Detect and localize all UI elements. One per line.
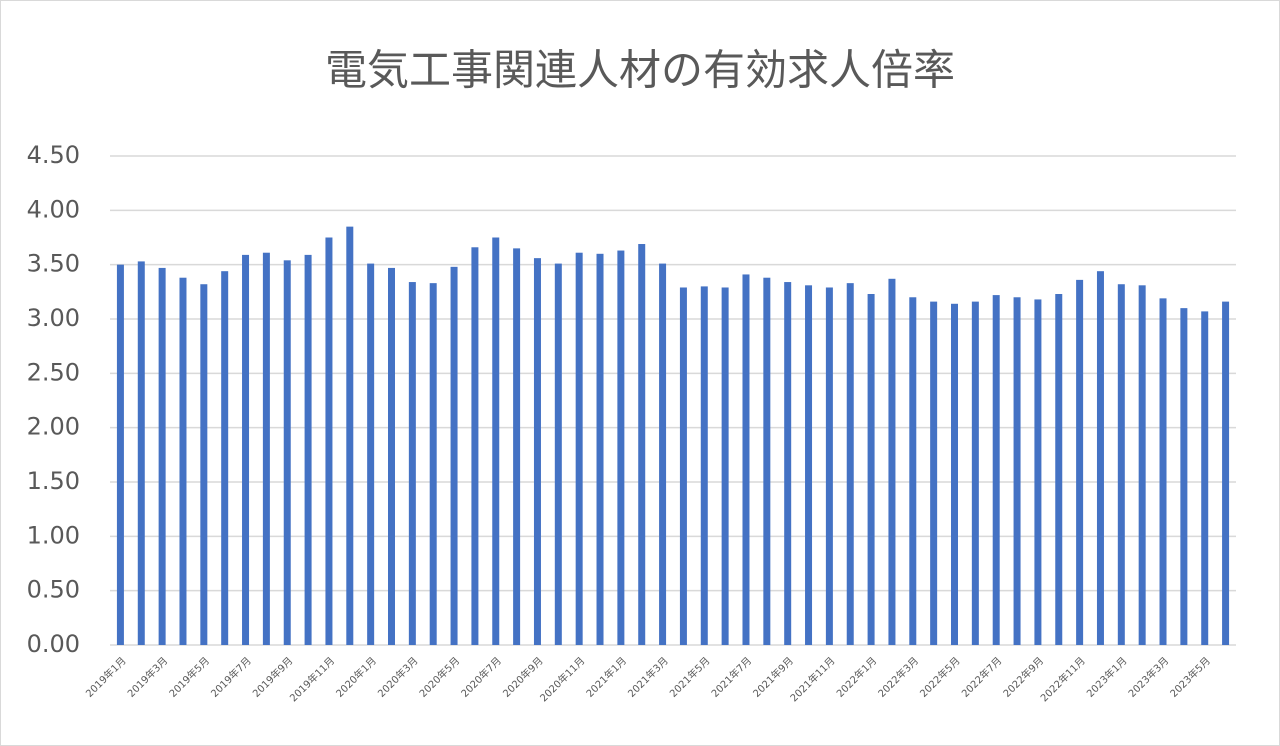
bar <box>304 254 312 646</box>
bar <box>471 247 479 645</box>
bar <box>200 284 208 645</box>
y-tick-label: 4.50 <box>27 141 80 169</box>
bar <box>1076 279 1084 645</box>
bar <box>1034 299 1042 645</box>
bar <box>554 263 562 645</box>
bar <box>1138 285 1146 645</box>
bar <box>992 295 1000 645</box>
bar <box>1159 298 1167 645</box>
bar <box>1201 311 1209 645</box>
bar <box>805 285 813 645</box>
bar <box>1117 284 1125 645</box>
y-tick-label: 2.50 <box>27 358 80 386</box>
bar <box>638 244 646 645</box>
bar <box>325 237 333 645</box>
bar <box>721 287 729 645</box>
y-tick-label: 1.00 <box>27 521 80 549</box>
bar <box>825 287 833 645</box>
y-tick-label: 3.00 <box>27 304 80 332</box>
bar <box>346 226 354 645</box>
bar <box>596 253 604 646</box>
bar <box>388 267 395 645</box>
bar <box>951 303 958 645</box>
y-tick-label: 1.50 <box>27 467 80 495</box>
bar <box>763 277 771 645</box>
bar <box>1013 297 1021 645</box>
bar <box>367 263 375 645</box>
bar <box>262 252 270 646</box>
bar <box>867 294 875 645</box>
bar <box>221 271 229 645</box>
y-tick-label: 4.00 <box>27 195 80 223</box>
bar <box>533 258 541 645</box>
y-tick-label: 2.00 <box>27 413 80 441</box>
bar <box>971 301 979 645</box>
bar <box>450 266 458 645</box>
bar <box>1222 301 1230 645</box>
bar <box>513 248 521 645</box>
chart-title: 電気工事関連人材の有効求人倍率 <box>325 46 955 95</box>
bar <box>930 301 938 645</box>
bar <box>158 267 166 645</box>
bar <box>784 282 792 645</box>
bar <box>888 278 896 645</box>
bar <box>116 264 124 645</box>
bar <box>679 287 687 645</box>
bar <box>408 282 416 645</box>
bar <box>700 286 708 645</box>
y-tick-label: 0.00 <box>27 630 80 658</box>
bar <box>179 277 187 645</box>
bar <box>659 263 667 645</box>
bar <box>617 250 625 646</box>
y-tick-label: 0.50 <box>27 576 80 604</box>
bar <box>909 297 917 645</box>
bar <box>1096 271 1104 645</box>
bar <box>429 283 437 645</box>
bar <box>1180 308 1188 645</box>
y-tick-label: 3.50 <box>27 250 80 278</box>
bar <box>137 261 145 645</box>
bar <box>742 274 750 645</box>
bar <box>846 283 854 645</box>
bar <box>492 237 500 645</box>
bar <box>283 260 291 645</box>
bar <box>1055 294 1063 645</box>
bar <box>575 252 583 646</box>
bar <box>242 254 250 646</box>
